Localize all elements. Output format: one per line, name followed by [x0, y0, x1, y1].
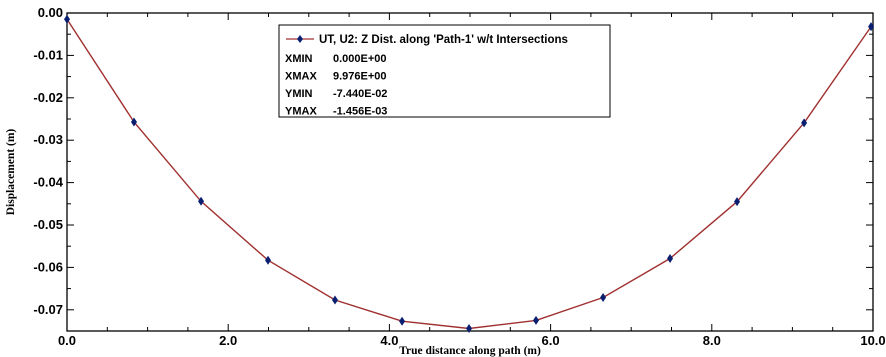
- legend-stats: XMIN 0.000E+00 XMAX 9.976E+00 YMIN -7.440E-02…: [285, 53, 387, 118]
- data-point: [466, 323, 473, 333]
- data-point: [600, 293, 607, 303]
- y-tick-label: -0.04: [33, 175, 63, 190]
- data-point: [667, 253, 674, 263]
- y-tick-label: -0.01: [33, 47, 63, 62]
- legend-stat-value: 0.000E+00: [333, 53, 387, 65]
- y-tick-label: -0.02: [33, 90, 63, 105]
- data-point: [399, 316, 406, 326]
- legend-stat-label: YMAX: [285, 106, 317, 118]
- x-tick-label: 0.0: [58, 333, 76, 348]
- data-point: [533, 315, 540, 325]
- x-axis-title: True distance along path (m): [399, 345, 541, 357]
- x-tick-label: 4.0: [380, 333, 398, 348]
- legend-stat-label: XMIN: [285, 53, 313, 65]
- axis-ticks: [66, 12, 874, 332]
- data-point: [801, 118, 808, 128]
- x-tick-label: 6.0: [542, 333, 560, 348]
- data-point: [265, 255, 272, 265]
- y-axis-title: Displacement (m): [5, 129, 17, 216]
- legend-series-label: UT, U2: Z Dist. along 'Path-1' w/t Inter…: [319, 34, 568, 46]
- series-layer: [64, 14, 875, 333]
- x-tick-label: 8.0: [703, 333, 721, 348]
- x-tick-label: 2.0: [219, 333, 237, 348]
- legend-box: [278, 24, 611, 118]
- data-point: [198, 196, 205, 206]
- axis-tick-labels: 0.0 2.0 4.0 6.0 8.0 10.0 0.00 -0.01 -0.02 -0.03 -0…: [33, 5, 885, 348]
- legend-stat-label: YMIN: [285, 88, 313, 100]
- data-point: [331, 295, 338, 305]
- y-tick-label: -0.06: [33, 259, 63, 274]
- y-tick-label: 0.00: [38, 5, 63, 20]
- data-point: [64, 14, 70, 24]
- legend-stat-value: -1.456E-03: [333, 106, 387, 118]
- legend-stat-value: 9.976E+00: [333, 71, 387, 83]
- y-tick-label: -0.07: [33, 302, 63, 317]
- x-tick-label: 10.0: [860, 333, 885, 348]
- legend-stat-value: -7.440E-02: [333, 88, 387, 100]
- legend-marker-swatch: [297, 35, 303, 43]
- legend: UT, U2: Z Dist. along 'Path-1' w/t Inter…: [278, 24, 611, 118]
- data-point: [130, 117, 137, 127]
- y-tick-label: -0.03: [33, 132, 63, 147]
- y-tick-label: -0.05: [33, 217, 63, 232]
- data-point: [868, 22, 875, 32]
- data-point: [734, 197, 741, 207]
- legend-stat-label: XMAX: [285, 71, 317, 83]
